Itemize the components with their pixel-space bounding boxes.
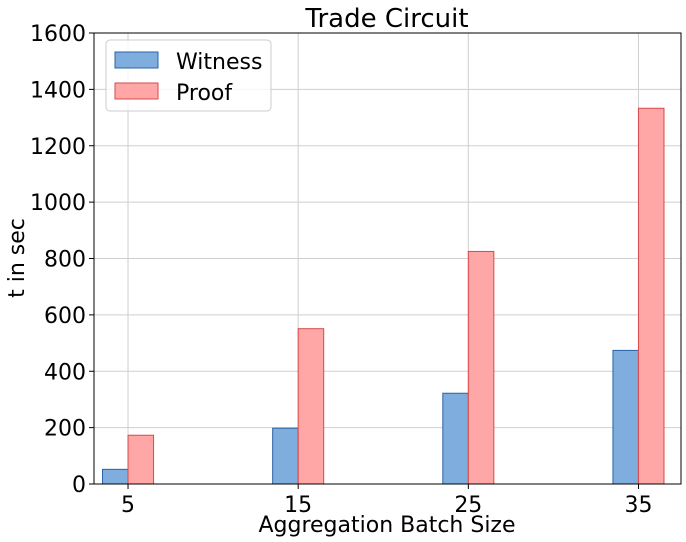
legend: Witness Proof	[105, 39, 272, 112]
legend-swatch-proof	[114, 82, 159, 100]
y-tick-label: 1600	[30, 22, 86, 47]
bar-witness-15	[272, 427, 299, 485]
y-tick-label: 600	[44, 304, 86, 329]
bar-proof-35	[637, 107, 665, 485]
legend-label-proof: Proof	[176, 81, 233, 106]
bar-witness-35	[612, 349, 639, 485]
x-axis-label: Aggregation Batch Size	[258, 513, 515, 538]
y-axis: 0 200 400 600 800 1000 1200 1400 1600	[30, 22, 94, 498]
x-tick-label: 25	[454, 493, 482, 518]
x-tick-label: 35	[624, 493, 652, 518]
y-tick-label: 200	[44, 417, 86, 442]
chart-title: Trade Circuit	[304, 4, 468, 34]
bar-proof-5	[127, 434, 155, 485]
y-tick-label: 800	[44, 248, 86, 273]
bar-proof-25	[467, 250, 495, 485]
bar-proof-15	[297, 328, 325, 485]
x-axis: 5 15 25 35	[121, 484, 652, 518]
y-tick-label: 1200	[30, 135, 86, 160]
y-tick-label: 400	[44, 360, 86, 385]
y-tick-label: 0	[72, 473, 86, 498]
y-axis-label: t in sec	[5, 218, 30, 298]
y-tick-label: 1000	[30, 191, 86, 216]
x-tick-label: 15	[284, 493, 312, 518]
legend-label-witness: Witness	[176, 50, 262, 75]
legend-swatch-witness	[114, 51, 159, 69]
bar-witness-25	[442, 392, 469, 485]
bars	[102, 107, 665, 485]
y-tick-label: 1400	[30, 78, 86, 103]
bar-witness-5	[102, 468, 129, 485]
x-tick-label: 5	[121, 493, 135, 518]
